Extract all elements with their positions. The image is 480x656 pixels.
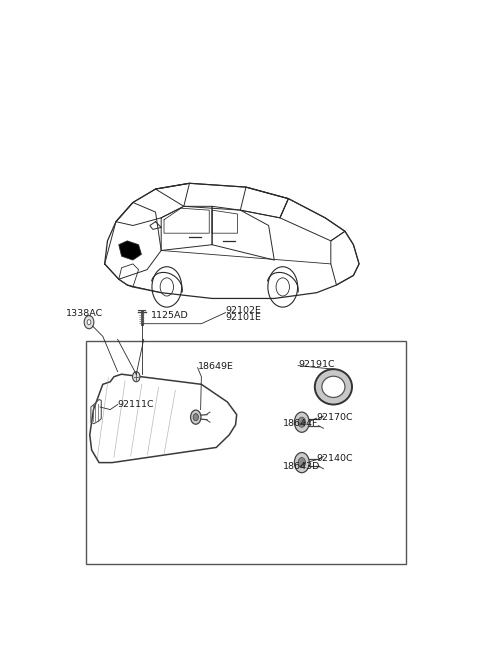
Circle shape: [298, 458, 306, 468]
Circle shape: [132, 372, 140, 382]
Circle shape: [294, 412, 309, 432]
Circle shape: [294, 453, 309, 473]
Circle shape: [298, 417, 306, 427]
Text: 1125AD: 1125AD: [151, 311, 189, 319]
Ellipse shape: [315, 369, 352, 405]
Polygon shape: [119, 241, 142, 260]
Circle shape: [193, 414, 198, 420]
Text: 1338AC: 1338AC: [66, 309, 103, 318]
Text: 92170C: 92170C: [317, 413, 353, 422]
Text: 92102E: 92102E: [226, 306, 262, 315]
Ellipse shape: [322, 377, 345, 398]
Text: 92111C: 92111C: [118, 400, 154, 409]
Text: 92140C: 92140C: [317, 454, 353, 463]
Circle shape: [87, 319, 91, 325]
Text: 92101E: 92101E: [226, 313, 262, 321]
Text: 18649E: 18649E: [198, 362, 233, 371]
Bar: [86, 341, 406, 564]
Circle shape: [84, 316, 94, 329]
Circle shape: [191, 410, 201, 424]
Text: 18644F: 18644F: [283, 419, 319, 428]
Text: 92191C: 92191C: [298, 359, 335, 369]
Text: 18643D: 18643D: [283, 462, 321, 470]
